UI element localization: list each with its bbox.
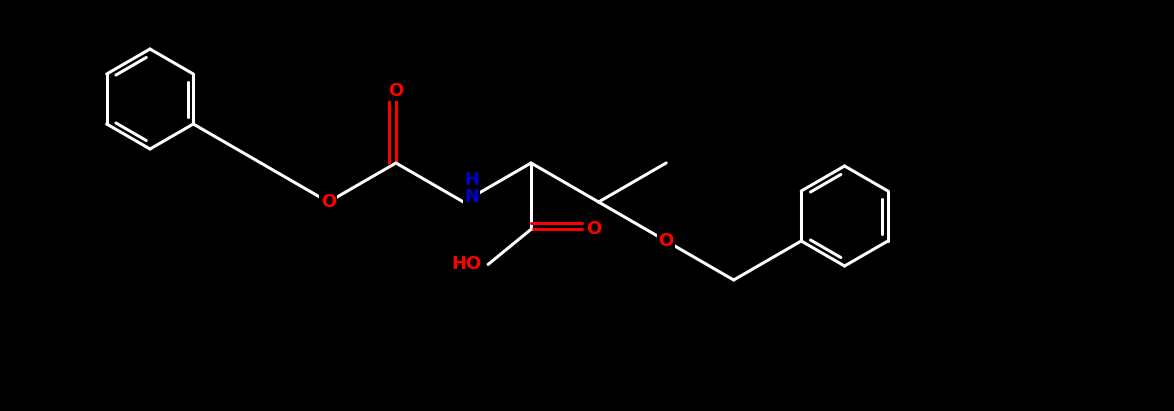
Text: O: O: [389, 82, 404, 99]
Text: O: O: [321, 193, 336, 211]
Text: HO: HO: [451, 255, 481, 273]
Text: O: O: [659, 232, 674, 250]
Text: H: H: [464, 171, 479, 189]
Text: O: O: [586, 220, 601, 238]
Text: N: N: [464, 188, 479, 206]
